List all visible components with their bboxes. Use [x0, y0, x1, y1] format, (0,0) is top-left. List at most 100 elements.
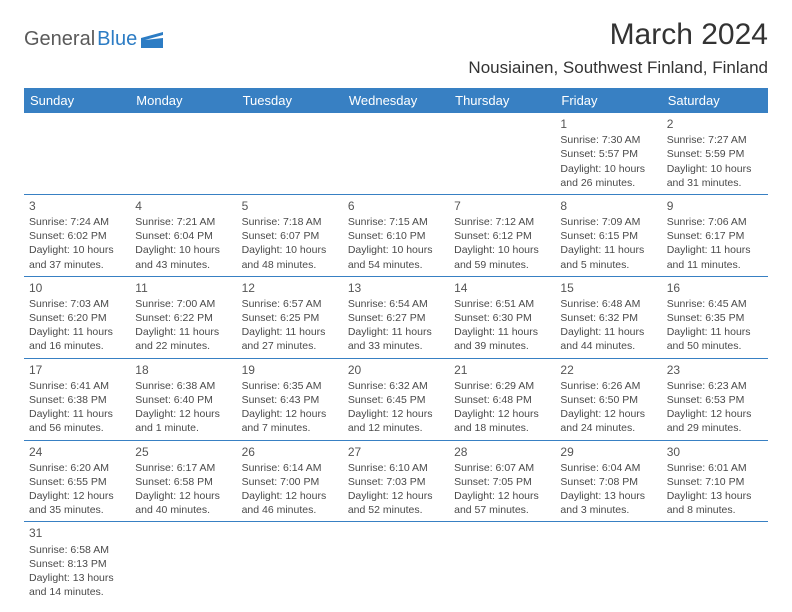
- day-header: Saturday: [662, 88, 768, 113]
- daylight-line: Daylight: 10 hours and 59 minutes.: [454, 243, 550, 271]
- day-header: Monday: [130, 88, 236, 113]
- day-header: Thursday: [449, 88, 555, 113]
- daylight-line: Daylight: 11 hours and 33 minutes.: [348, 325, 444, 353]
- daylight-line: Daylight: 12 hours and 7 minutes.: [242, 407, 338, 435]
- calendar-day-cell: 11Sunrise: 7:00 AMSunset: 6:22 PMDayligh…: [130, 276, 236, 358]
- sunrise-line: Sunrise: 6:14 AM: [242, 461, 338, 475]
- sunset-line: Sunset: 6:45 PM: [348, 393, 444, 407]
- calendar-day-cell: 21Sunrise: 6:29 AMSunset: 6:48 PMDayligh…: [449, 358, 555, 440]
- calendar-day-cell: 28Sunrise: 6:07 AMSunset: 7:05 PMDayligh…: [449, 440, 555, 522]
- sunrise-line: Sunrise: 7:30 AM: [560, 133, 656, 147]
- daylight-line: Daylight: 10 hours and 26 minutes.: [560, 162, 656, 190]
- sunset-line: Sunset: 6:40 PM: [135, 393, 231, 407]
- sunset-line: Sunset: 6:53 PM: [667, 393, 763, 407]
- daylight-line: Daylight: 11 hours and 22 minutes.: [135, 325, 231, 353]
- sunset-line: Sunset: 5:59 PM: [667, 147, 763, 161]
- daylight-line: Daylight: 12 hours and 24 minutes.: [560, 407, 656, 435]
- sunrise-line: Sunrise: 6:51 AM: [454, 297, 550, 311]
- sunset-line: Sunset: 6:58 PM: [135, 475, 231, 489]
- header: General Blue March 2024 Nousiainen, Sout…: [24, 18, 768, 78]
- day-number: 7: [454, 198, 550, 214]
- sunset-line: Sunset: 6:35 PM: [667, 311, 763, 325]
- sunset-line: Sunset: 6:02 PM: [29, 229, 125, 243]
- calendar-day-cell: 1Sunrise: 7:30 AMSunset: 5:57 PMDaylight…: [555, 113, 661, 194]
- sunrise-line: Sunrise: 7:27 AM: [667, 133, 763, 147]
- day-number: 4: [135, 198, 231, 214]
- calendar-day-cell: 26Sunrise: 6:14 AMSunset: 7:00 PMDayligh…: [237, 440, 343, 522]
- sunrise-line: Sunrise: 7:18 AM: [242, 215, 338, 229]
- sunrise-line: Sunrise: 6:23 AM: [667, 379, 763, 393]
- daylight-line: Daylight: 10 hours and 43 minutes.: [135, 243, 231, 271]
- sunset-line: Sunset: 6:10 PM: [348, 229, 444, 243]
- sunset-line: Sunset: 5:57 PM: [560, 147, 656, 161]
- daylight-line: Daylight: 10 hours and 48 minutes.: [242, 243, 338, 271]
- daylight-line: Daylight: 13 hours and 8 minutes.: [667, 489, 763, 517]
- titles: March 2024 Nousiainen, Southwest Finland…: [468, 18, 768, 78]
- day-number: 31: [29, 525, 125, 541]
- sunset-line: Sunset: 6:32 PM: [560, 311, 656, 325]
- logo-text-blue: Blue: [97, 28, 137, 51]
- calendar-day-cell: 30Sunrise: 6:01 AMSunset: 7:10 PMDayligh…: [662, 440, 768, 522]
- sunrise-line: Sunrise: 6:57 AM: [242, 297, 338, 311]
- daylight-line: Daylight: 11 hours and 39 minutes.: [454, 325, 550, 353]
- calendar-week-row: 31Sunrise: 6:58 AMSunset: 8:13 PMDayligh…: [24, 522, 768, 603]
- day-number: 1: [560, 116, 656, 132]
- calendar-day-cell: [662, 522, 768, 603]
- sunset-line: Sunset: 6:38 PM: [29, 393, 125, 407]
- sunrise-line: Sunrise: 6:10 AM: [348, 461, 444, 475]
- sunset-line: Sunset: 7:00 PM: [242, 475, 338, 489]
- calendar-day-cell: 5Sunrise: 7:18 AMSunset: 6:07 PMDaylight…: [237, 194, 343, 276]
- sunrise-line: Sunrise: 6:20 AM: [29, 461, 125, 475]
- daylight-line: Daylight: 11 hours and 56 minutes.: [29, 407, 125, 435]
- calendar-table: SundayMondayTuesdayWednesdayThursdayFrid…: [24, 88, 768, 603]
- calendar-day-cell: [449, 522, 555, 603]
- calendar-day-cell: 29Sunrise: 6:04 AMSunset: 7:08 PMDayligh…: [555, 440, 661, 522]
- day-number: 2: [667, 116, 763, 132]
- day-number: 15: [560, 280, 656, 296]
- sunrise-line: Sunrise: 6:54 AM: [348, 297, 444, 311]
- sunset-line: Sunset: 6:07 PM: [242, 229, 338, 243]
- day-number: 29: [560, 444, 656, 460]
- daylight-line: Daylight: 12 hours and 12 minutes.: [348, 407, 444, 435]
- sunrise-line: Sunrise: 6:41 AM: [29, 379, 125, 393]
- day-number: 12: [242, 280, 338, 296]
- sunrise-line: Sunrise: 7:03 AM: [29, 297, 125, 311]
- sunrise-line: Sunrise: 7:12 AM: [454, 215, 550, 229]
- logo-flag-icon: [141, 32, 163, 48]
- sunset-line: Sunset: 7:05 PM: [454, 475, 550, 489]
- day-number: 5: [242, 198, 338, 214]
- sunrise-line: Sunrise: 6:07 AM: [454, 461, 550, 475]
- daylight-line: Daylight: 11 hours and 44 minutes.: [560, 325, 656, 353]
- sunset-line: Sunset: 6:48 PM: [454, 393, 550, 407]
- daylight-line: Daylight: 10 hours and 54 minutes.: [348, 243, 444, 271]
- sunset-line: Sunset: 6:20 PM: [29, 311, 125, 325]
- sunset-line: Sunset: 6:43 PM: [242, 393, 338, 407]
- sunset-line: Sunset: 6:12 PM: [454, 229, 550, 243]
- calendar-week-row: 17Sunrise: 6:41 AMSunset: 6:38 PMDayligh…: [24, 358, 768, 440]
- calendar-week-row: 3Sunrise: 7:24 AMSunset: 6:02 PMDaylight…: [24, 194, 768, 276]
- sunset-line: Sunset: 6:15 PM: [560, 229, 656, 243]
- sunrise-line: Sunrise: 7:24 AM: [29, 215, 125, 229]
- day-number: 24: [29, 444, 125, 460]
- daylight-line: Daylight: 11 hours and 50 minutes.: [667, 325, 763, 353]
- calendar-day-cell: 31Sunrise: 6:58 AMSunset: 8:13 PMDayligh…: [24, 522, 130, 603]
- calendar-day-cell: 10Sunrise: 7:03 AMSunset: 6:20 PMDayligh…: [24, 276, 130, 358]
- sunrise-line: Sunrise: 7:15 AM: [348, 215, 444, 229]
- day-number: 27: [348, 444, 444, 460]
- calendar-day-cell: [130, 113, 236, 194]
- day-number: 23: [667, 362, 763, 378]
- day-number: 18: [135, 362, 231, 378]
- sunrise-line: Sunrise: 6:04 AM: [560, 461, 656, 475]
- calendar-week-row: 10Sunrise: 7:03 AMSunset: 6:20 PMDayligh…: [24, 276, 768, 358]
- sunset-line: Sunset: 6:50 PM: [560, 393, 656, 407]
- calendar-day-cell: 17Sunrise: 6:41 AMSunset: 6:38 PMDayligh…: [24, 358, 130, 440]
- sunset-line: Sunset: 6:25 PM: [242, 311, 338, 325]
- daylight-line: Daylight: 12 hours and 18 minutes.: [454, 407, 550, 435]
- calendar-day-cell: 16Sunrise: 6:45 AMSunset: 6:35 PMDayligh…: [662, 276, 768, 358]
- day-number: 6: [348, 198, 444, 214]
- calendar-day-cell: 2Sunrise: 7:27 AMSunset: 5:59 PMDaylight…: [662, 113, 768, 194]
- sunset-line: Sunset: 6:55 PM: [29, 475, 125, 489]
- calendar-day-cell: [24, 113, 130, 194]
- daylight-line: Daylight: 11 hours and 5 minutes.: [560, 243, 656, 271]
- daylight-line: Daylight: 12 hours and 35 minutes.: [29, 489, 125, 517]
